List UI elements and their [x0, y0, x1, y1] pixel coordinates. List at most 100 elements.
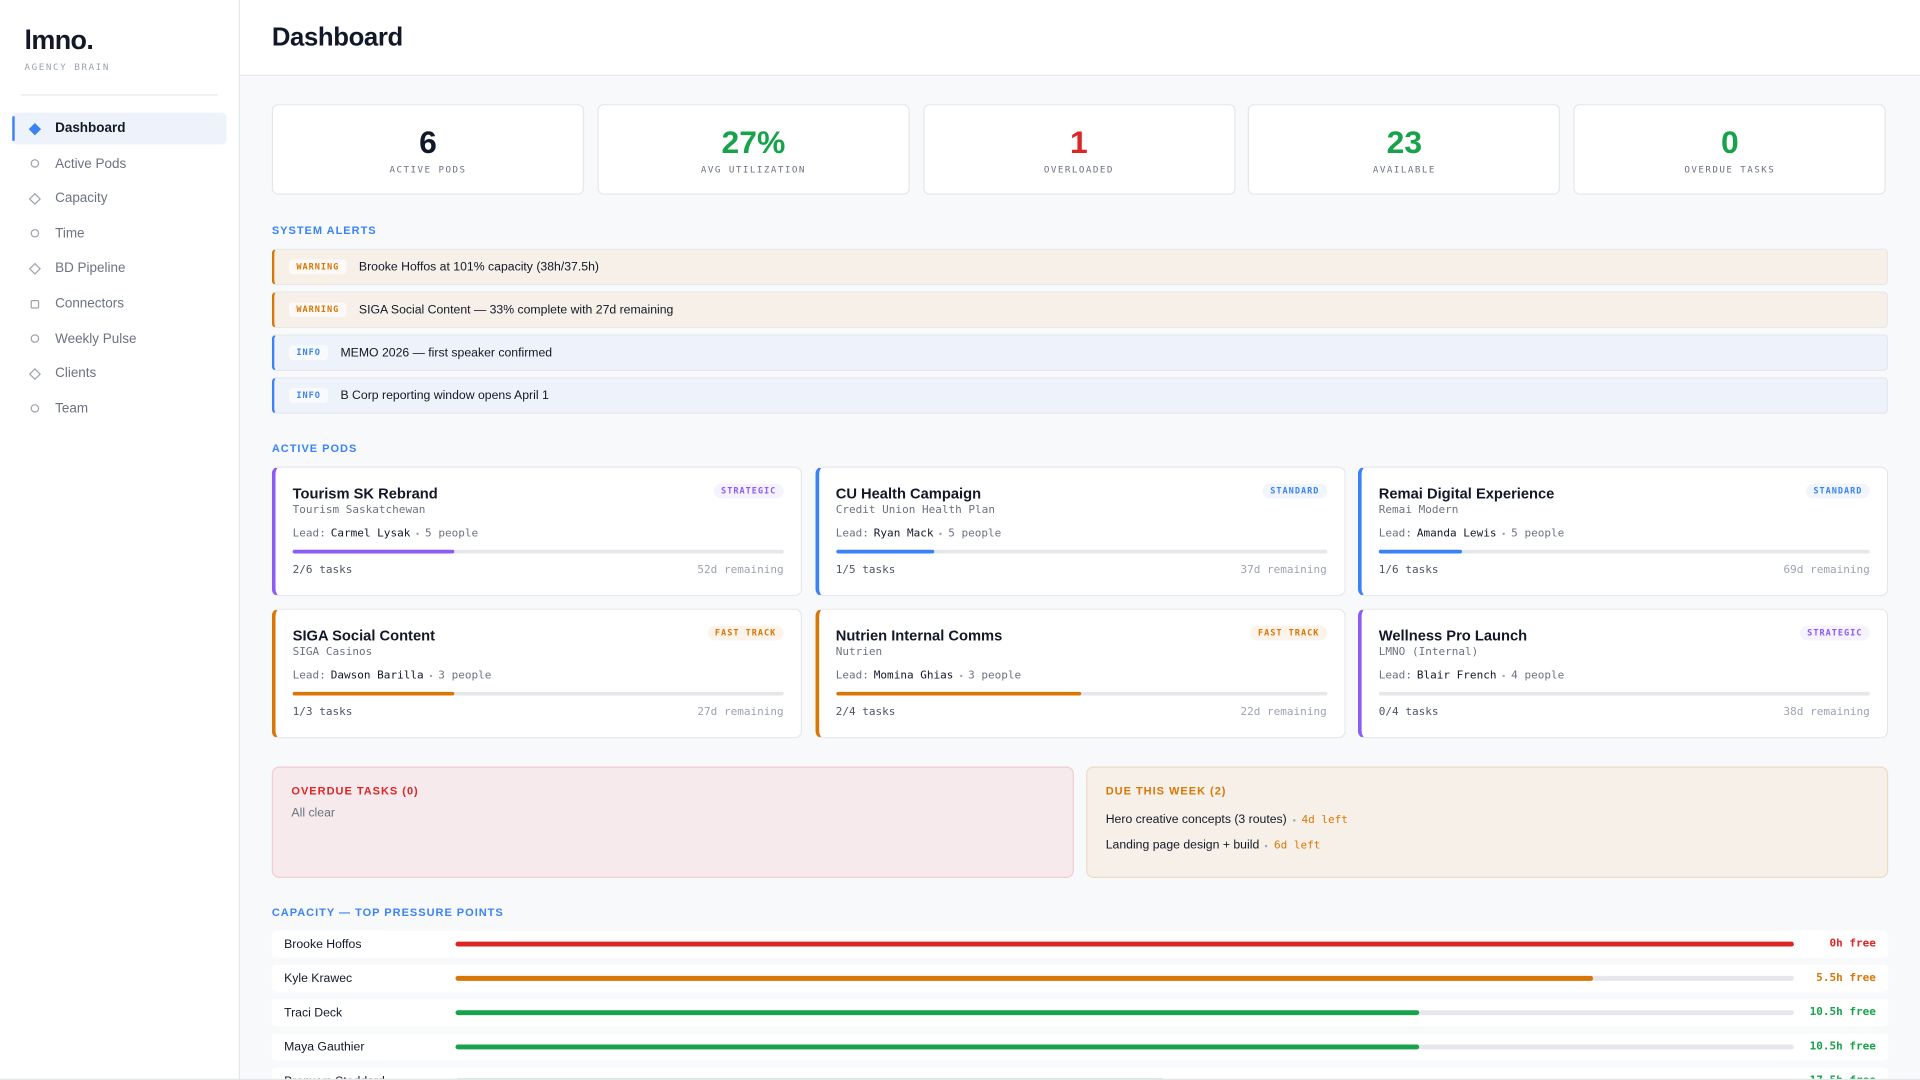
progress-bar: [835, 549, 934, 554]
nav-item[interactable]: Connectors: [12, 288, 226, 320]
pod-client: Remai Modern: [1378, 504, 1459, 517]
pod-people: 4 people: [1511, 669, 1565, 683]
capacity-bar: [455, 941, 1794, 947]
pod-tasks: 1/3 tasks: [292, 706, 353, 719]
capacity-track: [455, 1010, 1794, 1016]
pod-tasks: 2/4 tasks: [835, 706, 896, 719]
pod-client: SIGA Casinos: [292, 646, 373, 659]
nav-label: Weekly Pulse: [55, 331, 137, 347]
person-name: Kyle Krawec: [284, 971, 353, 986]
pod-remaining: 52d remaining: [697, 564, 784, 577]
panel-text: All clear: [291, 806, 335, 821]
pod-remaining: 38d remaining: [1783, 706, 1870, 719]
lead-label: Lead:: [1378, 527, 1412, 540]
pod-name: Nutrien Internal Comms: [835, 626, 1003, 645]
stat-label: AVG UTILIZATION: [700, 164, 806, 176]
nav-item[interactable]: Dashboard: [12, 112, 227, 145]
lead-name: Momina Ghias: [873, 669, 954, 683]
stat-label: ACTIVE PODS: [389, 164, 467, 176]
due-item: Landing page design + build 6d left: [1106, 833, 1869, 859]
nav-item[interactable]: BD Pipeline: [12, 253, 226, 285]
pod-client: Tourism Saskatchewan: [292, 504, 426, 517]
pod-card[interactable]: Tourism SK Rebrand STRATEGIC Tourism Saska…: [271, 466, 803, 597]
free-hours: 10.5h free: [1809, 1006, 1876, 1019]
alert-level: INFO: [288, 345, 329, 360]
pod-card[interactable]: SIGA Social Content FAST TRACK SIGA Casino…: [271, 608, 803, 739]
pod-card[interactable]: Remai Digital Experience STANDARD Remai Mo…: [1357, 466, 1889, 597]
nav-icon: [30, 159, 40, 168]
stat-value: 6: [419, 123, 437, 161]
header: Dashboard: [240, 0, 1920, 76]
separator: [1502, 674, 1506, 678]
lead-label: Lead:: [292, 527, 326, 540]
pod-name: SIGA Social Content: [292, 626, 435, 645]
pod-lead: Lead: Ryan Mack 5 people: [836, 528, 1002, 540]
section-title: ACTIVE PODS: [271, 442, 358, 455]
alert-level: WARNING: [288, 259, 347, 275]
due-task: Landing page design + build: [1105, 838, 1260, 853]
due-left: 6d left: [1273, 839, 1321, 852]
progress-track: [1378, 691, 1870, 696]
pod-type: FAST TRACK: [707, 625, 784, 641]
pod-card[interactable]: CU Health Campaign STANDARD Credit Union H…: [814, 466, 1346, 597]
nav-icon: [28, 367, 41, 380]
pod-tasks: 1/5 tasks: [835, 564, 896, 577]
pod-name: CU Health Campaign: [835, 484, 982, 503]
capacity-bar: [455, 1010, 1420, 1016]
capacity-track: [455, 1044, 1794, 1050]
pod-type: STRATEGIC: [1799, 625, 1870, 641]
lead-label: Lead:: [1378, 669, 1412, 683]
pod-lead: Lead: Momina Ghias 3 people: [836, 670, 1021, 682]
divider: [20, 94, 218, 96]
separator: [1502, 532, 1506, 536]
stat-value: 1: [1070, 123, 1088, 161]
overdue-panel: OVERDUE TASKS (0) All clear: [271, 766, 1074, 878]
lead-name: Ryan Mack: [873, 527, 934, 540]
lead-name: Amanda Lewis: [1416, 527, 1497, 540]
nav-icon: [28, 192, 41, 205]
progress-bar: [835, 691, 1082, 696]
stat-card: 0 OVERDUE TASKS: [1573, 104, 1886, 195]
pod-lead: Lead: Blair French 4 people: [1379, 670, 1564, 682]
nav-item[interactable]: Capacity: [12, 183, 226, 215]
nav-item[interactable]: Weekly Pulse: [12, 323, 226, 355]
capacity-bar: [455, 1044, 1420, 1050]
stat-card: 27% AVG UTILIZATION: [597, 104, 910, 195]
nav-item[interactable]: Active Pods: [12, 148, 226, 180]
lead-label: Lead:: [835, 527, 869, 540]
pod-name: Wellness Pro Launch: [1378, 626, 1528, 645]
capacity-row: Traci Deck 10.5h free: [271, 999, 1889, 1027]
alert-text: MEMO 2026 — first speaker confirmed: [340, 345, 553, 360]
pod-tasks: 2/6 tasks: [292, 564, 353, 577]
progress-bar: [292, 549, 455, 554]
capacity-track: [455, 975, 1794, 981]
separator: [1265, 844, 1268, 847]
pod-remaining: 22d remaining: [1240, 706, 1327, 719]
person-name: Maya Gauthier: [284, 1040, 365, 1054]
nav-item[interactable]: Team: [12, 393, 226, 425]
pod-tasks: 1/6 tasks: [1378, 564, 1439, 577]
pod-people: 3 people: [968, 669, 1022, 683]
alert-text: B Corp reporting window opens April 1: [340, 388, 549, 403]
pod-lead: Lead: Dawson Barilla 3 people: [293, 670, 492, 682]
free-hours: 5.5h free: [1816, 972, 1876, 985]
pod-card[interactable]: Wellness Pro Launch STRATEGIC LMNO (Intern…: [1357, 608, 1889, 739]
pod-remaining: 37d remaining: [1240, 564, 1327, 577]
stat-card: 1 OVERLOADED: [922, 104, 1236, 195]
stat-label: AVAILABLE: [1372, 164, 1436, 176]
nav-item[interactable]: Time: [12, 218, 226, 250]
pod-name: Remai Digital Experience: [1378, 484, 1555, 503]
pod-type: STRATEGIC: [713, 483, 784, 499]
nav-label: Active Pods: [55, 156, 127, 171]
nav-icon: [30, 299, 40, 308]
nav-icon: [28, 262, 41, 275]
stat-value: 0: [1720, 123, 1739, 161]
pod-type: STANDARD: [1805, 483, 1870, 499]
nav-label: Time: [55, 226, 85, 241]
separator: [959, 674, 962, 678]
progress-bar: [1378, 549, 1463, 554]
due-item: Hero creative concepts (3 routes) 4d left: [1106, 807, 1869, 833]
pod-client: LMNO (Internal): [1378, 646, 1479, 659]
nav-item[interactable]: Clients: [12, 358, 226, 390]
pod-card[interactable]: Nutrien Internal Comms FAST TRACK Nutrien L…: [814, 608, 1346, 739]
